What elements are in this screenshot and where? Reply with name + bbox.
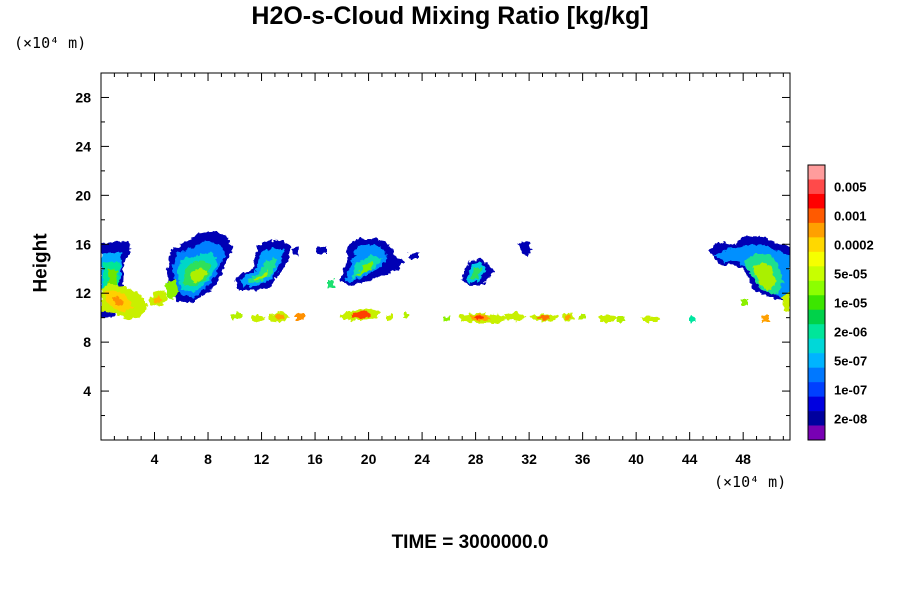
colorbar-swatch <box>808 179 825 195</box>
colorbar-swatch <box>808 295 825 311</box>
colorbar-frame <box>807 164 826 441</box>
x-tick-label: 36 <box>575 451 591 467</box>
x-tick-label: 32 <box>521 451 537 467</box>
colorbar-swatch <box>808 237 825 253</box>
x-tick-label: 8 <box>204 451 212 467</box>
colorbar-swatch <box>808 324 825 339</box>
x-tick-label: 4 <box>151 451 159 467</box>
colorbar-swatch <box>808 367 825 383</box>
colorbar-swatch <box>808 222 825 238</box>
y-tick-label: 12 <box>75 285 91 301</box>
colorbar-label: 2e-06 <box>834 324 867 339</box>
cloud-field <box>101 231 790 323</box>
x-tick-label: 24 <box>414 451 430 467</box>
y-tick-label: 4 <box>83 383 91 399</box>
y-tick-label: 8 <box>83 334 91 350</box>
colorbar-swatch <box>808 309 825 325</box>
colorbar-swatch <box>808 382 825 397</box>
y-tick-label: 24 <box>75 138 91 154</box>
time-label: TIME = 3000000.0 <box>391 532 549 553</box>
colorbar-label: 5e-07 <box>834 353 867 368</box>
x-scale-label: (×10⁴ m) <box>714 473 787 491</box>
x-tick-label: 20 <box>361 451 377 467</box>
colorbar-swatch <box>808 396 825 412</box>
y-scale-label: (×10⁴ m) <box>14 34 87 52</box>
colorbar-swatch <box>808 165 825 180</box>
chart-title: H2O-s-Cloud Mixing Ratio [kg/kg] <box>251 2 649 30</box>
colorbar-label: 0.0002 <box>834 238 874 253</box>
colorbar-swatch <box>808 251 825 267</box>
colorbar-swatch <box>808 208 825 224</box>
colorbar-label: 2e-08 <box>834 411 867 426</box>
colorbar: 0.005 0.001 0.0002 5e-05 1e-05 2e-06 5e-07 1e-0… <box>807 164 874 441</box>
colorbar-label: 1e-05 <box>834 296 867 311</box>
colorbar-label: 0.001 <box>834 209 867 224</box>
colorbar-swatch <box>808 425 825 441</box>
colorbar-label: 5e-05 <box>834 267 867 282</box>
y-tick-label: 28 <box>75 89 91 105</box>
colorbar-swatch <box>808 266 825 282</box>
x-tick-label: 16 <box>307 451 323 467</box>
colorbar-swatch <box>808 280 825 296</box>
x-tick-label: 28 <box>468 451 484 467</box>
y-tick-label: 16 <box>75 236 91 252</box>
x-tick-label: 40 <box>628 451 644 467</box>
colorbar-label: 1e-07 <box>834 382 867 397</box>
colorbar-swatch <box>808 338 825 354</box>
colorbar-label: 0.005 <box>834 180 867 195</box>
plot-frame <box>100 72 791 441</box>
colorbar-swatch <box>808 353 825 368</box>
x-tick-label: 48 <box>735 451 751 467</box>
colorbar-swatch <box>808 411 825 426</box>
y-tick-label: 20 <box>75 187 91 203</box>
colorbar-swatch <box>808 193 825 209</box>
x-tick-label: 44 <box>682 451 698 467</box>
x-tick-label: 12 <box>254 451 270 467</box>
